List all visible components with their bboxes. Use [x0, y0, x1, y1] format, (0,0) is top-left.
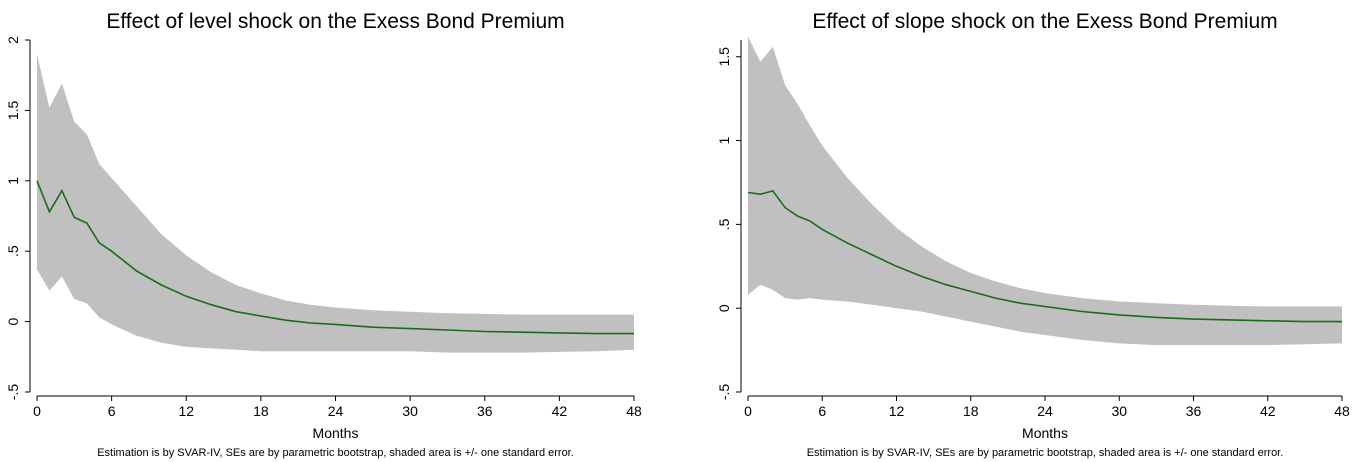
- y-tick-label: .5: [716, 218, 732, 230]
- chart-title: Effect of level shock on the Exess Bond …: [106, 10, 564, 33]
- chart-level-shock: Effect of level shock on the Exess Bond …: [5, 10, 642, 459]
- y-tick-label: 0: [716, 304, 732, 312]
- x-tick-label: 42: [552, 403, 568, 419]
- x-tick-label: 6: [108, 403, 116, 419]
- x-tick-label: 36: [1186, 403, 1202, 419]
- x-tick-label: 0: [744, 403, 752, 419]
- chart-title: Effect of slope shock on the Exess Bond …: [812, 10, 1277, 33]
- confidence-band: [748, 36, 1342, 346]
- y-tick-label: -.5: [5, 384, 21, 401]
- x-tick-label: 18: [253, 403, 269, 419]
- x-tick-label: 48: [1334, 403, 1350, 419]
- irf-line: [747, 189, 1342, 323]
- x-tick-label: 24: [1037, 403, 1053, 419]
- x-tick-label: 12: [178, 403, 194, 419]
- x-tick-label: 12: [889, 403, 905, 419]
- y-tick-label: 0: [5, 317, 21, 325]
- x-tick-label: 42: [1260, 403, 1276, 419]
- chart-note: Estimation is by SVAR-IV, SEs are by par…: [807, 447, 1284, 459]
- x-tick-label: 30: [1111, 403, 1127, 419]
- y-tick-label: 2: [5, 36, 21, 44]
- x-tick-label: 18: [963, 403, 979, 419]
- chart-slope-shock: Effect of slope shock on the Exess Bond …: [716, 10, 1350, 459]
- confidence-band: [37, 54, 634, 353]
- y-tick-label: -.5: [716, 384, 732, 401]
- y-tick-label: 1.5: [716, 47, 732, 67]
- y-tick-label: 1.5: [5, 100, 21, 120]
- y-tick-label: .5: [5, 245, 21, 257]
- x-tick-label: 24: [328, 403, 344, 419]
- x-axis-label: Months: [1022, 425, 1068, 441]
- y-tick-label: 1: [5, 177, 21, 185]
- x-tick-label: 30: [402, 403, 418, 419]
- irf-line: [36, 180, 634, 335]
- chart-note: Estimation is by SVAR-IV, SEs are by par…: [97, 447, 574, 459]
- x-tick-label: 6: [818, 403, 826, 419]
- y-tick-label: 1: [716, 136, 732, 144]
- x-axis-label: Months: [313, 425, 359, 441]
- x-tick-label: 36: [477, 403, 493, 419]
- x-tick-label: 48: [626, 403, 642, 419]
- x-tick-label: 0: [33, 403, 41, 419]
